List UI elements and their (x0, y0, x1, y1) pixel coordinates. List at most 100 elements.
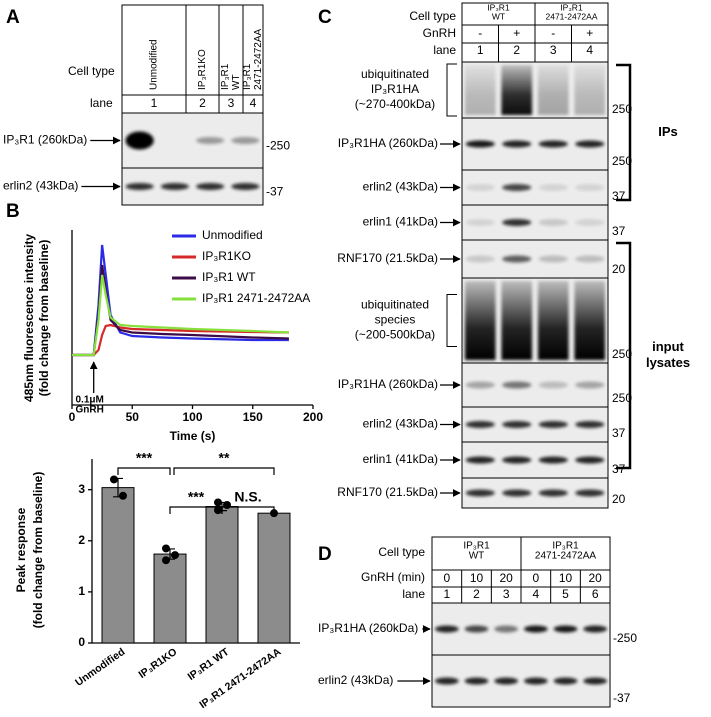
blot-band (575, 255, 605, 263)
blot-band (553, 625, 578, 633)
blot-band (502, 456, 532, 464)
size-marker: 250 (612, 102, 632, 116)
treatment: + (513, 26, 520, 40)
blot-band (464, 625, 489, 633)
y-axis-label: 485nm fluorescence intensity (22, 234, 36, 402)
data-point (162, 544, 170, 553)
table-frame (121, 4, 264, 206)
group-bracket (616, 63, 632, 202)
significance-label: *** (136, 450, 153, 466)
y-tick-label: 3 (78, 482, 85, 496)
blot-band (160, 183, 189, 190)
treatment: - (478, 26, 482, 40)
blot-band (538, 219, 568, 226)
treatment: 10 (559, 571, 573, 585)
data-point (223, 501, 231, 509)
blot-band (523, 677, 548, 685)
bar (153, 553, 187, 644)
blot-band (465, 184, 495, 191)
blot-band (465, 489, 495, 497)
group-label: IP₃R1 (463, 541, 490, 552)
data-point (110, 475, 118, 484)
size-marker: -37 (613, 691, 631, 705)
blot-band (502, 140, 532, 148)
blot-label: erlin1 (41kDa) (363, 452, 438, 466)
blot-label: (~200-500kDa) (355, 328, 435, 342)
table-frame (431, 536, 611, 708)
group-bracket (616, 241, 632, 470)
blot-band (575, 140, 605, 148)
legend-label: IP₃R1 WT (202, 270, 256, 284)
annotation: GnRH (76, 405, 104, 416)
size-marker: 20 (612, 492, 626, 506)
column-header: IP₃R1 (220, 63, 231, 90)
significance-label: N.S. (234, 489, 261, 505)
blot-band (502, 381, 532, 389)
blot-band (583, 625, 608, 633)
blot-label: IP₃R1HA (260kDa) (318, 621, 418, 635)
group-label: 2471-2472AA (546, 11, 598, 21)
significance-label: *** (188, 489, 205, 505)
blot-label: species (375, 313, 416, 327)
x-tick-label: 150 (243, 410, 263, 424)
y-axis-label: (fold change from baseline) (31, 472, 45, 629)
x-tick-label: 0 (69, 410, 76, 424)
blot-band (502, 255, 532, 263)
lane-number: 1 (477, 43, 484, 57)
column-header: WT (231, 74, 242, 90)
blot-label: IP₃R1HA (371, 82, 419, 96)
blot-band (465, 219, 495, 226)
lane-number: 1 (443, 587, 450, 601)
blot-band (538, 184, 568, 191)
significance-bracket (173, 467, 275, 475)
row-header: GnRH (423, 26, 456, 40)
table-frame (461, 2, 609, 509)
blot-band (125, 183, 154, 190)
blot-band (502, 184, 532, 191)
blot-label: RNF170 (21.5kDa) (337, 485, 438, 499)
blot-band (583, 677, 608, 685)
blot-label: IP₃R1 (260kDa) (3, 133, 87, 147)
group-label: IP₃R1 (560, 2, 583, 12)
row-header: lane (90, 96, 113, 110)
group-label: WT (469, 551, 485, 562)
data-point (162, 556, 170, 565)
column-header: Unmodified (149, 39, 160, 90)
bar (257, 512, 291, 644)
lane-number: 3 (503, 587, 510, 601)
y-tick-label: 1 (78, 584, 85, 598)
size-marker: 250 (612, 347, 632, 361)
column-header: IP₃R1 (242, 63, 253, 90)
y-tick-label: 0 (78, 635, 85, 649)
blot-band (575, 219, 605, 226)
size-marker: -37 (266, 185, 284, 199)
x-tick-label: IP₃R1KO (136, 646, 179, 681)
data-point (214, 506, 222, 515)
row-header: Cell type (409, 9, 456, 23)
blot-band (125, 131, 154, 150)
blot-band (465, 421, 495, 428)
bar (205, 506, 239, 644)
treatment: 20 (499, 571, 513, 585)
blot-band (537, 65, 569, 115)
lane-number: 4 (533, 587, 540, 601)
size-marker: 37 (612, 224, 626, 238)
blot-band (501, 281, 533, 360)
blot-band (465, 140, 495, 148)
row-header: lane (433, 43, 456, 57)
blot-band (196, 137, 225, 144)
blot-band (553, 677, 578, 685)
lane-number: 3 (550, 43, 557, 57)
significance-bracket (117, 467, 171, 475)
legend-label: Unmodified (202, 228, 263, 242)
size-marker: 250 (612, 391, 632, 405)
size-marker: -250 (613, 631, 637, 645)
blot-band (523, 625, 548, 633)
blot-band (465, 381, 495, 389)
row-header: lane (402, 587, 425, 601)
x-tick-label: Unmodified (73, 646, 127, 689)
treatment: + (586, 26, 593, 40)
blot-band (575, 456, 605, 464)
x-tick-label: 200 (303, 410, 323, 424)
